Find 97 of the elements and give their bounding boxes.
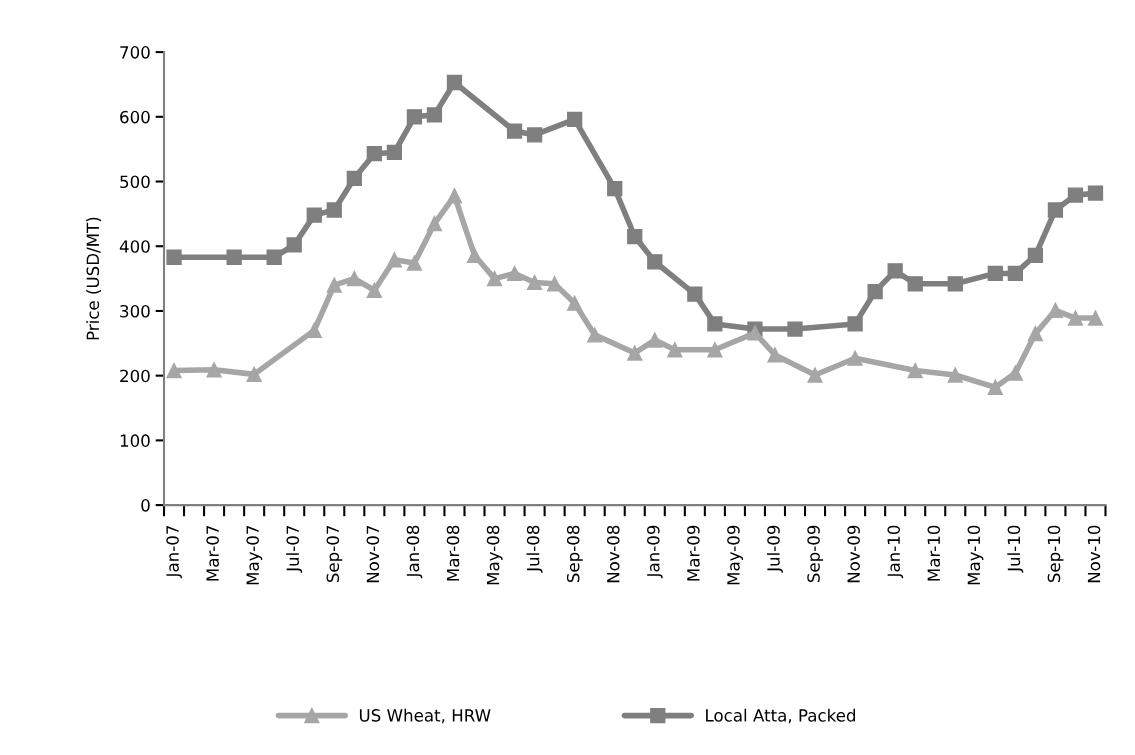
point: [707, 316, 723, 332]
point: [567, 295, 583, 311]
point: [506, 123, 523, 139]
y-tick-label: 700: [120, 46, 150, 59]
x-tick-label: Sep-09: [807, 525, 824, 583]
x-tick-label: Mar-09: [687, 525, 700, 581]
point: [847, 350, 863, 366]
x-tick-label: May-07: [246, 525, 263, 585]
point: [1087, 310, 1104, 326]
y-axis-title: Price (USD/MT): [86, 217, 102, 340]
point: [286, 237, 302, 253]
x-tick-label: Sep-07: [326, 525, 343, 583]
point: [446, 188, 463, 204]
point: [867, 283, 883, 300]
point: [1007, 265, 1023, 282]
point: [887, 263, 903, 279]
x-tick-label: May-08: [486, 525, 503, 585]
x-tick-label: Jan-10: [887, 525, 904, 579]
y-tick-label: 200: [120, 369, 150, 383]
point: [647, 332, 663, 348]
point: [406, 109, 423, 125]
y-tick-label: 300: [120, 304, 150, 318]
point: [667, 342, 683, 358]
x-tick-label: May-10: [967, 525, 984, 585]
point: [226, 249, 242, 265]
x-tick-label: Nov-08: [606, 525, 620, 583]
point: [366, 146, 382, 162]
point: [987, 379, 1003, 395]
x-tick-label: Nov-09: [847, 525, 860, 583]
x-tick-label: Jul-08: [526, 525, 543, 573]
point: [567, 111, 583, 128]
x-tick-label: Jan-07: [166, 525, 182, 579]
point: [607, 181, 623, 197]
point: [346, 170, 362, 186]
point: [767, 347, 783, 363]
legend-label: US Wheat, HRW: [359, 708, 491, 724]
x-tick-label: Mar-10: [927, 525, 941, 581]
point: [807, 367, 823, 383]
point: [647, 254, 663, 270]
point: [306, 322, 322, 339]
point: [386, 144, 403, 161]
x-tick-label: Sep-08: [566, 525, 583, 583]
point: [707, 342, 723, 358]
point: [1027, 325, 1044, 342]
point: [627, 228, 643, 245]
x-tick-label: Nov-07: [366, 525, 380, 583]
point: [687, 286, 703, 302]
point: [987, 265, 1003, 282]
point: [246, 366, 262, 383]
point: [166, 249, 182, 265]
point: [386, 252, 403, 268]
y-tick-label: 100: [120, 434, 150, 447]
point: [947, 276, 963, 292]
point: [306, 207, 322, 223]
point: [627, 345, 643, 361]
point: [426, 107, 443, 123]
x-tick-label: Jul-09: [766, 525, 783, 573]
point: [446, 74, 463, 91]
point: [947, 367, 963, 383]
point: [346, 270, 362, 287]
x-tick-label: Jan-08: [406, 525, 423, 579]
point: [907, 276, 923, 292]
point: [506, 265, 523, 282]
y-tick-label: 400: [119, 240, 150, 253]
point: [1007, 365, 1023, 381]
y-tick-label: 600: [120, 110, 150, 124]
point: [426, 215, 443, 232]
point: [1067, 310, 1084, 326]
x-tick-label: May-09: [727, 525, 743, 585]
point: [526, 127, 543, 143]
point: [206, 362, 222, 378]
x-tick-label: Mar-07: [206, 525, 219, 581]
point: [366, 282, 382, 298]
point: [1067, 187, 1084, 203]
x-tick-label: Sep-10: [1047, 525, 1064, 583]
point: [406, 255, 423, 271]
point: [587, 327, 603, 343]
point: [847, 316, 863, 332]
point: [166, 362, 182, 379]
x-tick-label: Jul-07: [286, 525, 303, 573]
x-tick-label: Jan-09: [647, 525, 663, 579]
point: [907, 362, 923, 379]
point: [326, 277, 342, 293]
point: [1047, 202, 1064, 218]
legend-label: Local Atta, Packed: [706, 708, 855, 724]
point: [266, 249, 282, 265]
point: [1027, 247, 1044, 263]
x-tick-label: Jul-10: [1007, 525, 1024, 573]
point: [787, 321, 803, 337]
y-tick-label: 0: [141, 499, 150, 512]
y-tick-label: 500: [120, 175, 150, 189]
point: [1087, 185, 1104, 201]
x-tick-label: Nov-10: [1087, 525, 1101, 583]
point: [526, 274, 543, 291]
x-tick-label: Mar-08: [446, 525, 460, 581]
point: [326, 202, 342, 218]
point: [486, 270, 503, 287]
